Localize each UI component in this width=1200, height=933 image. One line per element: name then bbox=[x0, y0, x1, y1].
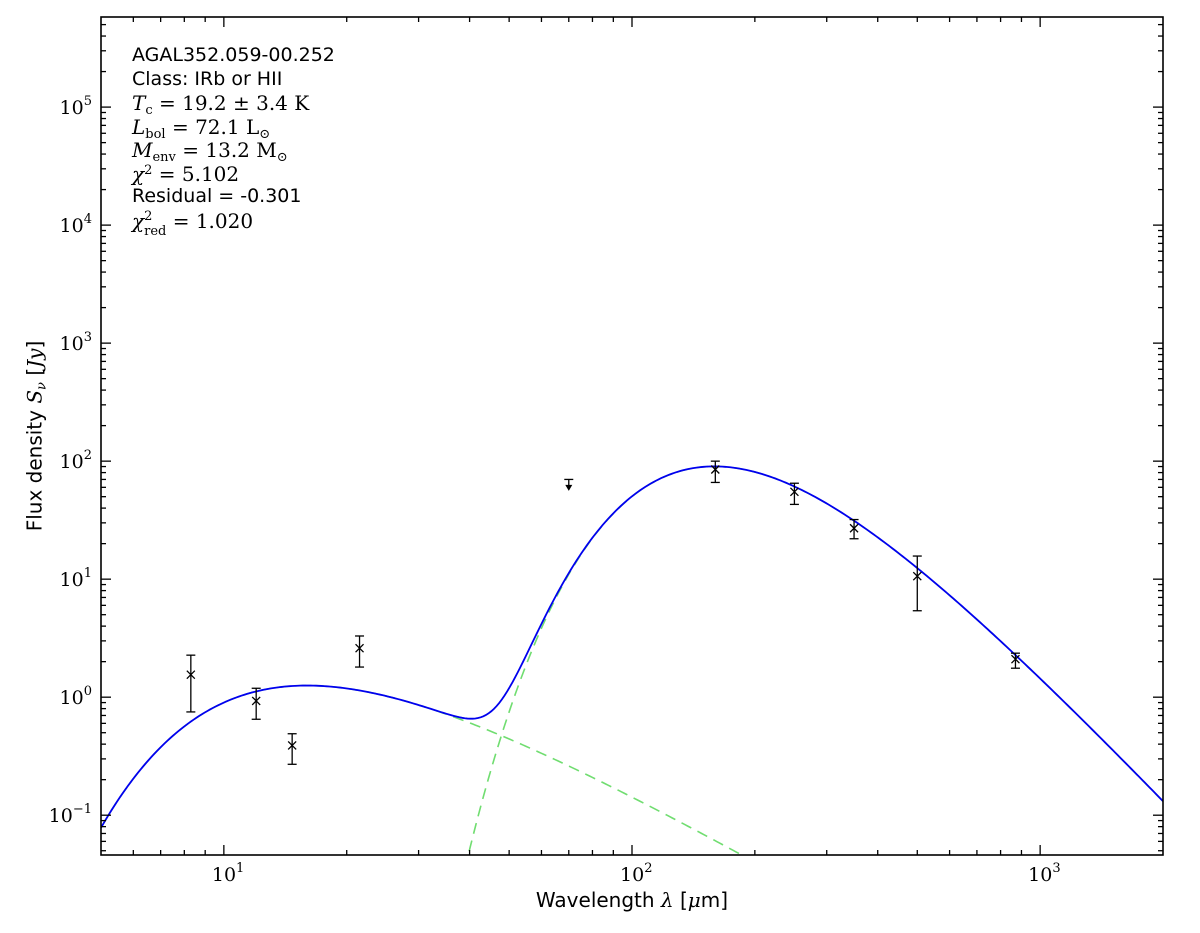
text-segment: Class: IRb or HII bbox=[132, 67, 283, 90]
y-axis-label: Flux density Sν [Jy] bbox=[23, 341, 50, 532]
text-segment: Wavelength bbox=[535, 888, 661, 912]
annotation-line: Tc = 19.2 ± 3.4 K bbox=[132, 91, 335, 118]
annotation-line: Lbol = 72.1 L⊙ bbox=[132, 114, 335, 142]
text-segment: 2 bbox=[144, 162, 153, 178]
x-marker bbox=[287, 740, 297, 750]
x-marker bbox=[1010, 654, 1020, 664]
data-point bbox=[710, 460, 720, 484]
y-tick-label: 101 bbox=[60, 566, 92, 591]
data-point bbox=[912, 555, 922, 612]
text-segment: ] bbox=[22, 340, 47, 349]
data-point bbox=[1010, 652, 1020, 669]
x-marker bbox=[849, 523, 859, 533]
supsub-stack: 2 red bbox=[144, 208, 167, 239]
axis-ticks bbox=[101, 17, 1163, 855]
text-segment: μ bbox=[687, 888, 701, 912]
text-segment: env bbox=[152, 150, 176, 165]
y-tick-label: 10−1 bbox=[49, 802, 92, 827]
x-marker bbox=[186, 670, 196, 680]
annotation-line: Residual = -0.301 bbox=[132, 185, 335, 209]
text-segment: = 13.2 M bbox=[175, 138, 277, 162]
text-segment: = 5.102 bbox=[152, 161, 240, 186]
text-segment: Jy bbox=[22, 348, 47, 368]
text-segment: = 72.1 L bbox=[165, 114, 260, 139]
text-segment: = 19.2 ± 3.4 K bbox=[152, 91, 310, 115]
text-segment: ⊙ bbox=[276, 150, 288, 165]
x-tick-label: 102 bbox=[620, 861, 652, 886]
data-point bbox=[287, 733, 297, 765]
x-axis-label: Wavelength λ [μm] bbox=[536, 888, 728, 912]
data-points bbox=[186, 460, 1020, 765]
x-marker bbox=[251, 696, 261, 706]
x-marker bbox=[789, 487, 799, 497]
y-tick-label: 104 bbox=[60, 212, 92, 237]
text-segment: ⊙ bbox=[259, 126, 271, 142]
text-segment: Flux density bbox=[22, 403, 47, 532]
text-segment: χ bbox=[132, 161, 145, 186]
tick-labels: 101 102 103 10−1 100 101 102 103 104 105 bbox=[49, 94, 1061, 886]
x-tick-label: 101 bbox=[212, 861, 244, 886]
y-tick-label: 100 bbox=[60, 684, 92, 709]
annotation-line: Class: IRb or HII bbox=[132, 68, 335, 92]
annotation-line: χ2 = 5.102 bbox=[132, 162, 335, 186]
x-marker bbox=[912, 571, 922, 581]
text-segment: T bbox=[132, 91, 146, 115]
y-tick-label: 105 bbox=[60, 94, 92, 119]
data-point bbox=[789, 482, 799, 506]
model-curves bbox=[101, 465, 1163, 855]
y-tick-label: 102 bbox=[60, 448, 92, 473]
text-segment: S bbox=[22, 389, 47, 404]
x-marker bbox=[710, 465, 720, 474]
text-segment: c bbox=[145, 103, 153, 118]
text-segment: bol bbox=[145, 126, 166, 142]
model-total-curve bbox=[101, 465, 1163, 829]
text-segment: [ bbox=[22, 367, 47, 383]
text-segment: χ bbox=[132, 208, 145, 233]
upper-limit-marker bbox=[564, 478, 574, 491]
y-tick-label: 103 bbox=[60, 330, 92, 355]
annotation-block: AGAL352.059-00.252 Class: IRb or HII Tc = … bbox=[132, 44, 335, 239]
plot-frame bbox=[100, 16, 1164, 856]
text-segment: m] bbox=[700, 888, 729, 912]
text-segment: [ bbox=[673, 888, 688, 912]
text-segment: M bbox=[132, 138, 153, 162]
annotation-line: χ 2 red = 1.020 bbox=[132, 208, 335, 239]
text-segment: ν bbox=[34, 382, 50, 390]
x-marker bbox=[355, 643, 365, 653]
x-tick-label: 103 bbox=[1028, 861, 1060, 886]
text-segment: Residual = -0.301 bbox=[132, 185, 302, 207]
down-arrow-icon bbox=[565, 484, 573, 491]
data-point bbox=[186, 654, 196, 713]
data-point bbox=[251, 687, 261, 720]
text-segment: λ bbox=[660, 888, 674, 912]
text-segment: L bbox=[132, 114, 146, 139]
text-segment: AGAL352.059-00.252 bbox=[132, 44, 335, 66]
annotation-line: Menv = 13.2 M⊙ bbox=[132, 138, 335, 165]
data-point bbox=[355, 635, 365, 668]
annotation-line: AGAL352.059-00.252 bbox=[132, 44, 335, 68]
data-point bbox=[849, 518, 859, 540]
text-segment: = 1.020 bbox=[166, 208, 254, 233]
